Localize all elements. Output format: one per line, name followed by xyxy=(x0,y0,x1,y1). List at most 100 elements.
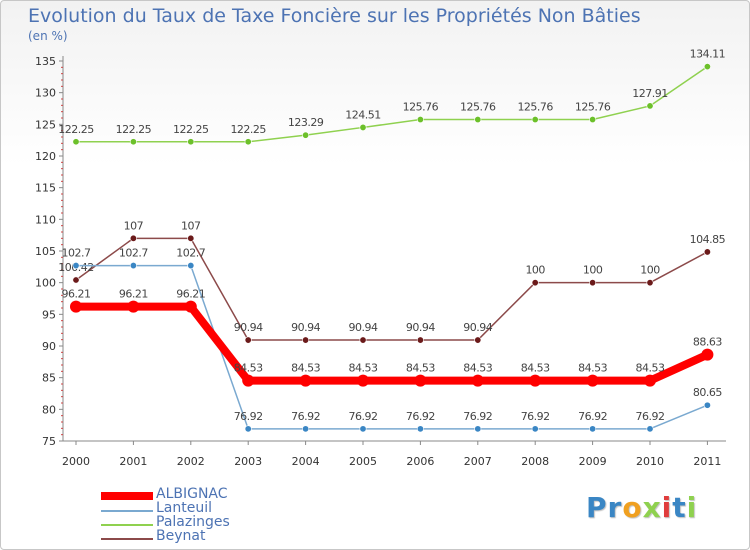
logo-letter: o xyxy=(622,491,643,524)
data-point xyxy=(70,300,82,313)
data-point xyxy=(416,116,424,124)
x-tick-label: 2000 xyxy=(62,455,90,468)
proxiti-logo: Proxiti xyxy=(586,491,697,524)
y-tick-label: 135 xyxy=(35,55,56,68)
x-tick-label: 2007 xyxy=(464,455,492,468)
data-point xyxy=(244,425,252,433)
legend-label: ALBIGNAC xyxy=(156,486,228,502)
data-label: 88.63 xyxy=(693,336,722,349)
data-label: 76.92 xyxy=(578,410,607,423)
logo-letter: i xyxy=(661,491,673,524)
data-label: 107 xyxy=(124,219,144,232)
data-label: 125.76 xyxy=(575,101,611,114)
y-tick-label: 75 xyxy=(42,435,56,448)
data-label: 107 xyxy=(181,219,201,232)
data-point xyxy=(187,262,195,270)
x-tick-label: 2010 xyxy=(636,455,664,468)
data-point xyxy=(589,279,597,287)
data-label: 96.21 xyxy=(62,288,91,301)
y-tick-label: 110 xyxy=(35,213,56,226)
x-tick-label: 2011 xyxy=(693,455,721,468)
y-tick-label: 105 xyxy=(35,245,56,258)
data-label: 84.53 xyxy=(636,362,665,375)
data-point xyxy=(703,401,711,409)
legend-label: Lanteuil xyxy=(156,500,213,516)
data-label: 134.11 xyxy=(690,48,726,61)
y-tick-label: 130 xyxy=(35,87,56,100)
data-label: 76.92 xyxy=(291,410,320,423)
data-point xyxy=(471,374,484,387)
legend-swatch xyxy=(101,538,153,540)
data-point xyxy=(302,425,310,433)
data-label: 123.29 xyxy=(288,116,324,129)
data-label: 90.94 xyxy=(291,321,320,334)
x-tick-label: 2008 xyxy=(521,455,549,468)
y-tick-label: 115 xyxy=(35,182,56,195)
y-tick-label: 125 xyxy=(35,118,56,131)
y-tick-label: 85 xyxy=(42,372,56,385)
data-label: 84.53 xyxy=(521,362,550,375)
data-point xyxy=(129,138,137,146)
data-label: 80.65 xyxy=(693,386,722,399)
data-label: 125.76 xyxy=(460,101,496,114)
y-tick-label: 95 xyxy=(42,308,56,321)
data-point xyxy=(646,279,654,287)
data-label: 100 xyxy=(583,264,603,277)
data-label: 84.53 xyxy=(291,362,320,375)
data-point xyxy=(302,131,310,139)
data-point xyxy=(703,63,711,71)
data-point xyxy=(359,123,367,131)
x-tick-label: 2003 xyxy=(234,455,262,468)
y-tick-label: 80 xyxy=(42,403,56,416)
x-tick-label: 2005 xyxy=(349,455,377,468)
data-label: 76.92 xyxy=(349,410,378,423)
logo-letter: P xyxy=(586,491,608,524)
data-point xyxy=(244,138,252,146)
data-label: 76.92 xyxy=(521,410,550,423)
y-tick-label: 120 xyxy=(35,150,56,163)
x-tick-label: 2009 xyxy=(579,455,607,468)
data-point xyxy=(129,262,137,270)
data-label: 122.25 xyxy=(58,123,94,136)
data-point xyxy=(414,374,427,387)
data-label: 90.94 xyxy=(349,321,378,334)
data-point xyxy=(474,425,482,433)
y-tick-label: 100 xyxy=(35,277,56,290)
data-point xyxy=(72,138,80,146)
data-point xyxy=(129,234,137,242)
data-label: 100 xyxy=(640,264,660,277)
legend-label: Beynat xyxy=(156,528,206,544)
data-label: 96.21 xyxy=(119,288,148,301)
data-point xyxy=(357,374,369,387)
data-point xyxy=(644,374,656,387)
data-point xyxy=(586,374,599,387)
series-line-palazinges xyxy=(75,65,709,143)
data-point xyxy=(184,300,197,313)
data-label: 102.7 xyxy=(176,247,205,260)
data-point xyxy=(416,336,424,344)
logo-letter: i xyxy=(686,491,698,524)
x-tick-label: 2001 xyxy=(119,455,147,468)
data-label: 84.53 xyxy=(578,362,607,375)
data-label: 122.25 xyxy=(116,123,152,136)
data-point xyxy=(187,138,195,146)
data-label: 122.25 xyxy=(230,123,266,136)
data-point xyxy=(242,374,255,387)
data-point xyxy=(531,116,539,124)
data-point xyxy=(359,425,367,433)
data-label: 76.92 xyxy=(463,410,492,423)
data-label: 104.85 xyxy=(690,233,726,246)
data-point xyxy=(127,300,140,313)
data-point xyxy=(703,248,711,256)
legend-swatch xyxy=(101,510,153,512)
data-point xyxy=(646,425,654,433)
data-point xyxy=(474,116,482,124)
series-line-lanteuil xyxy=(75,264,709,430)
data-point xyxy=(416,425,424,433)
data-label: 125.76 xyxy=(403,101,439,114)
data-point xyxy=(531,425,539,433)
data-point xyxy=(701,348,714,361)
data-label: 76.92 xyxy=(406,410,435,423)
data-label: 84.53 xyxy=(463,362,492,375)
